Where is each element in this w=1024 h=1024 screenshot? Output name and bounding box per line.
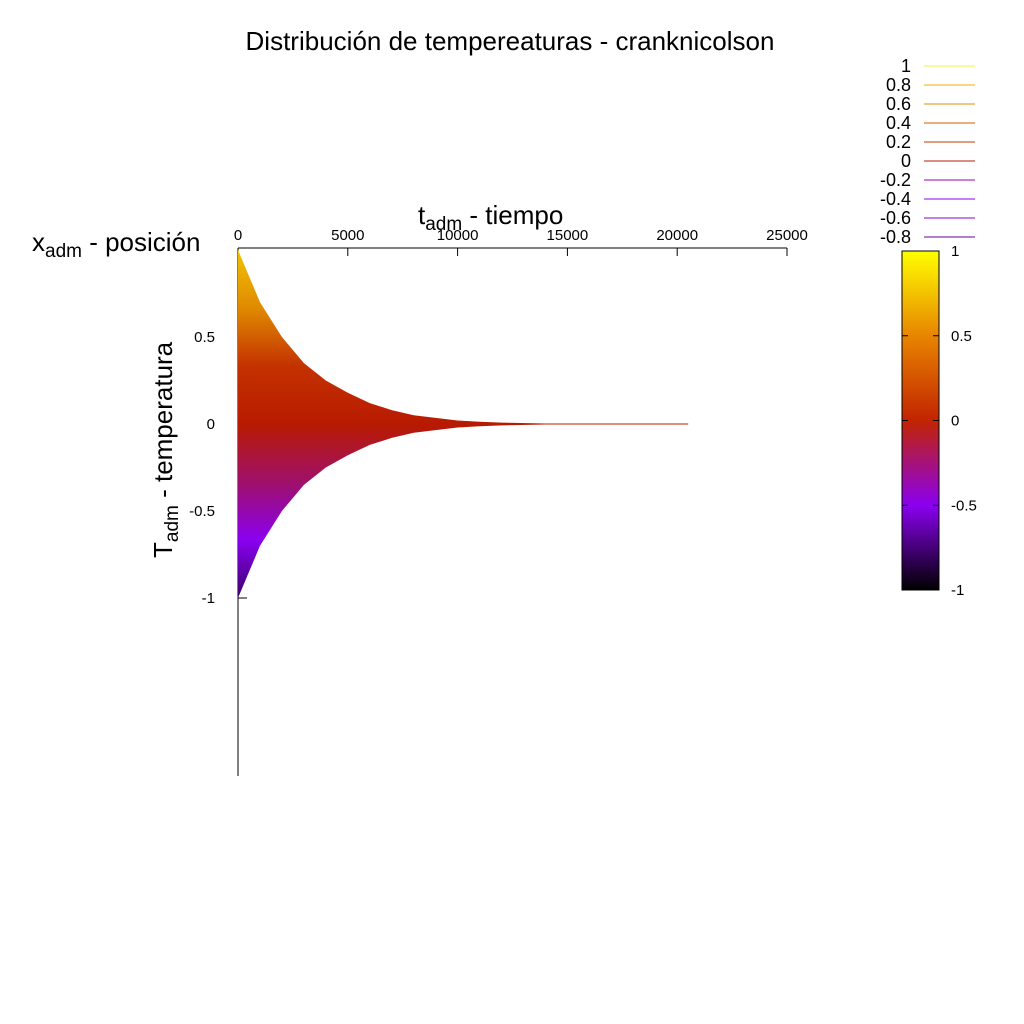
axis-title-main: x <box>32 227 45 257</box>
legend-label: 0.6 <box>886 94 911 114</box>
position-axis-title: xadm - posición <box>32 227 200 262</box>
legend-label: 0.4 <box>886 113 911 133</box>
colorbar-tick-label: -1 <box>951 582 964 599</box>
colorbar-tick-label: 0 <box>951 413 959 430</box>
legend-label: -0.2 <box>880 170 911 190</box>
axis-title-rest: - posición <box>82 227 201 257</box>
axis-title-sub: adm <box>162 505 183 542</box>
x-tick-label: 15000 <box>547 227 589 244</box>
x-tick-label: 25000 <box>766 227 808 244</box>
axis-title-rest: - tiempo <box>462 200 563 230</box>
x-axis-title: tadm - tiempo <box>418 200 563 235</box>
y-tick-label: 0.5 <box>194 329 215 346</box>
axis-title-rest: - temperatura <box>148 341 178 505</box>
colorbar-tick-label: -0.5 <box>951 497 977 514</box>
legend-label: 0.2 <box>886 132 911 152</box>
legend-label: -0.8 <box>880 227 911 247</box>
colorbar-tick-label: 1 <box>951 243 959 260</box>
legend-label: -0.6 <box>880 208 911 228</box>
legend-label: 1 <box>901 56 911 76</box>
svg-text:xadm - posición: xadm - posición <box>32 227 200 262</box>
x-tick-label: 20000 <box>656 227 698 244</box>
y-tick-label: 0 <box>207 416 215 433</box>
legend: 10.80.60.40.20-0.2-0.4-0.6-0.8 <box>880 56 975 247</box>
axis-title-sub: adm <box>425 214 462 235</box>
y-axis-title: Tadm - temperatura <box>148 341 183 558</box>
colorbar-gradient <box>901 250 940 591</box>
x-tick-label: 5000 <box>331 227 364 244</box>
colorbar: 1 0.5 0 -0.5 -1 <box>901 243 977 599</box>
x-tick-label: 10000 <box>437 227 479 244</box>
axis-title-sub: adm <box>45 241 82 262</box>
legend-label: 0.8 <box>886 75 911 95</box>
svg-text:Tadm - temperatura: Tadm - temperatura <box>148 341 183 558</box>
legend-label: -0.4 <box>880 189 911 209</box>
axis-title-main: t <box>418 200 426 230</box>
x-tick-label: 0 <box>234 227 242 244</box>
svg-text:tadm - tiempo: tadm - tiempo <box>418 200 563 235</box>
colorbar-tick-label: 0.5 <box>951 328 972 345</box>
x-ticks: 0 5000 10000 15000 20000 25000 <box>234 227 808 256</box>
y-tick-label: -0.5 <box>189 503 215 520</box>
axis-title-main: T <box>148 542 178 558</box>
legend-label: 0 <box>901 151 911 171</box>
y-tick-label: -1 <box>202 590 215 607</box>
chart-title: Distribución de tempereaturas - cranknic… <box>246 26 775 56</box>
plot-area <box>238 250 689 598</box>
